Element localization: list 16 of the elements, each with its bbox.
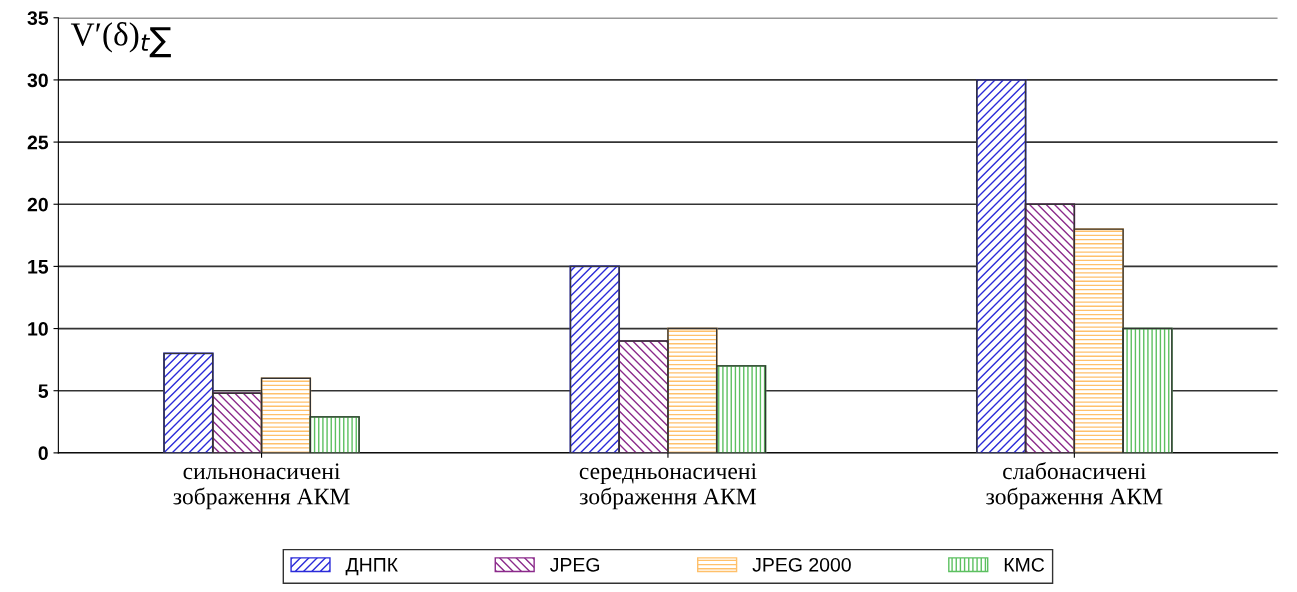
y-tick-label: 20 <box>27 197 48 212</box>
y-tick-label: 10 <box>28 322 48 336</box>
legend-label: КМС <box>1004 557 1045 572</box>
y-axis-title: V′(δ)$_{t∑}$ <box>70 22 171 58</box>
y-tick-label: 35 <box>27 11 49 26</box>
x-tick-label: сильнонасичені зображення АКМ <box>173 463 350 510</box>
y-tick-label: 15 <box>28 260 49 274</box>
legend-label: JPEG 2000 <box>752 557 851 572</box>
y-tick-label: 0 <box>38 446 48 461</box>
x-tick-label: середньонасичені зображення АКМ <box>579 463 757 510</box>
y-tick-label: 30 <box>27 73 48 88</box>
legend-label: JPEG <box>550 557 600 572</box>
y-tick-label: 5 <box>38 384 49 398</box>
y-tick-label: 25 <box>27 135 49 150</box>
legend-label: ДНПК <box>345 558 398 576</box>
x-tick-label: слабонасичені зображення АКМ <box>986 462 1163 510</box>
